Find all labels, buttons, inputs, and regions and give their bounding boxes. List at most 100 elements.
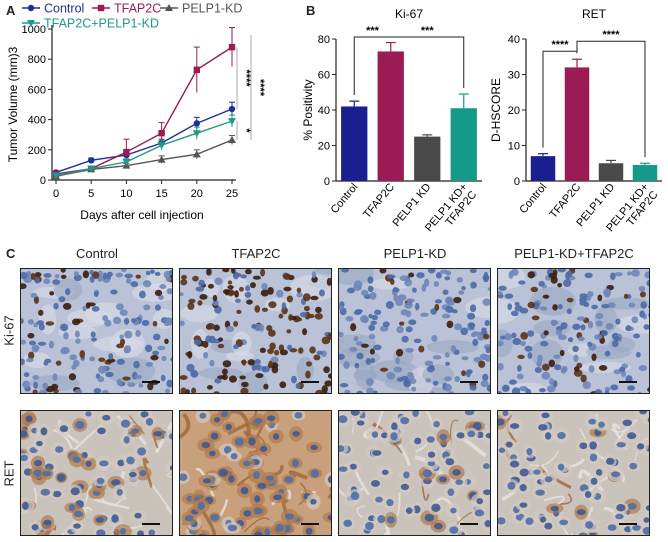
- stained-nucleus: [286, 329, 292, 334]
- nucleus: [412, 287, 417, 293]
- nucleus: [601, 303, 610, 309]
- stained-nucleus: [278, 313, 284, 319]
- nucleus: [516, 373, 524, 380]
- nucleus: [449, 526, 459, 534]
- nucleus: [432, 355, 442, 360]
- stained-nucleus: [180, 279, 188, 286]
- nucleus: [557, 269, 566, 273]
- micrograph-ret-control: [20, 410, 173, 536]
- nucleus: [502, 411, 509, 417]
- nucleus: [512, 337, 522, 346]
- nucleus: [202, 478, 211, 484]
- x-tick-label: 15: [155, 188, 167, 200]
- nucleus: [631, 269, 640, 277]
- nucleus: [157, 345, 166, 351]
- nucleus: [318, 289, 325, 297]
- stained-nucleus: [324, 380, 331, 387]
- stained-nucleus: [527, 301, 536, 309]
- stained-nucleus: [206, 322, 215, 330]
- nucleus: [526, 448, 533, 456]
- nucleus: [411, 386, 417, 392]
- stained-nucleus: [222, 360, 232, 368]
- data-point: [228, 135, 236, 143]
- nucleus: [40, 488, 51, 496]
- stained-nucleus: [548, 359, 555, 368]
- stroma-fiber: [288, 470, 308, 480]
- nucleus: [498, 362, 504, 371]
- nucleus: [96, 477, 105, 484]
- nucleus: [259, 445, 268, 452]
- nucleus: [36, 440, 43, 447]
- nucleus: [627, 502, 637, 510]
- nucleus: [134, 512, 142, 519]
- nucleus: [448, 391, 455, 393]
- stained-nucleus: [360, 343, 369, 348]
- nucleus: [21, 271, 28, 280]
- nucleus: [533, 469, 541, 475]
- stained-nucleus: [591, 353, 597, 361]
- nucleus: [567, 337, 574, 343]
- nucleus: [485, 432, 490, 439]
- nucleus: [508, 379, 517, 385]
- nucleus: [243, 510, 252, 517]
- nucleus: [631, 316, 639, 324]
- nucleus: [427, 451, 436, 458]
- nucleus: [327, 475, 331, 484]
- nucleus: [386, 516, 396, 524]
- nucleus: [628, 302, 636, 308]
- nucleus: [373, 344, 382, 351]
- nucleus: [218, 468, 228, 477]
- nucleus: [595, 313, 604, 320]
- panel-b: B Ki-67 0 20 40 60 80% Positivity Control TFAP2…: [300, 0, 668, 235]
- nucleus: [566, 308, 572, 315]
- nucleus: [427, 269, 436, 274]
- nucleus: [482, 298, 490, 306]
- stained-nucleus: [147, 382, 154, 391]
- stained-nucleus: [302, 293, 311, 302]
- nucleus: [353, 336, 359, 342]
- nucleus: [251, 323, 257, 329]
- nucleus: [73, 510, 84, 518]
- nucleus: [559, 519, 569, 526]
- tissue-patch: [616, 314, 649, 334]
- significance-label: ****: [254, 79, 266, 97]
- nucleus: [296, 292, 303, 298]
- row-label-ret: RET: [1, 460, 17, 487]
- nucleus: [392, 287, 400, 293]
- nucleus: [368, 333, 376, 340]
- data-point: [87, 165, 96, 173]
- stained-nucleus: [542, 294, 550, 299]
- nucleus: [295, 383, 301, 389]
- stained-nucleus: [227, 285, 234, 290]
- stained-nucleus: [222, 368, 228, 375]
- nucleus: [525, 517, 534, 525]
- nucleus: [403, 471, 410, 479]
- stained-nucleus: [329, 278, 331, 283]
- nucleus: [234, 437, 244, 446]
- nucleus: [483, 489, 490, 496]
- nucleus: [287, 344, 293, 351]
- nucleus: [339, 305, 344, 311]
- y-tick-label: 20: [318, 141, 330, 153]
- nucleus: [565, 271, 570, 280]
- nucleus: [640, 301, 648, 309]
- nucleus: [367, 276, 374, 284]
- nucleus: [254, 364, 261, 370]
- y-tick-label: 800: [28, 54, 46, 66]
- nucleus: [115, 272, 124, 278]
- nucleus: [591, 304, 599, 310]
- nucleus: [572, 345, 579, 353]
- nucleus: [476, 497, 484, 505]
- nucleus: [243, 460, 252, 467]
- x-tick-label: 5: [88, 188, 94, 200]
- nucleus: [149, 269, 155, 274]
- data-point: [193, 66, 200, 73]
- stained-nucleus: [252, 275, 261, 280]
- x-tick-label: 25: [226, 188, 238, 200]
- stained-nucleus: [380, 367, 389, 372]
- bar-2: [414, 136, 441, 181]
- stained-nucleus: [268, 329, 276, 337]
- tissue-patch: [498, 298, 519, 324]
- stroma-fiber: [450, 419, 459, 445]
- stained-nucleus: [197, 300, 203, 306]
